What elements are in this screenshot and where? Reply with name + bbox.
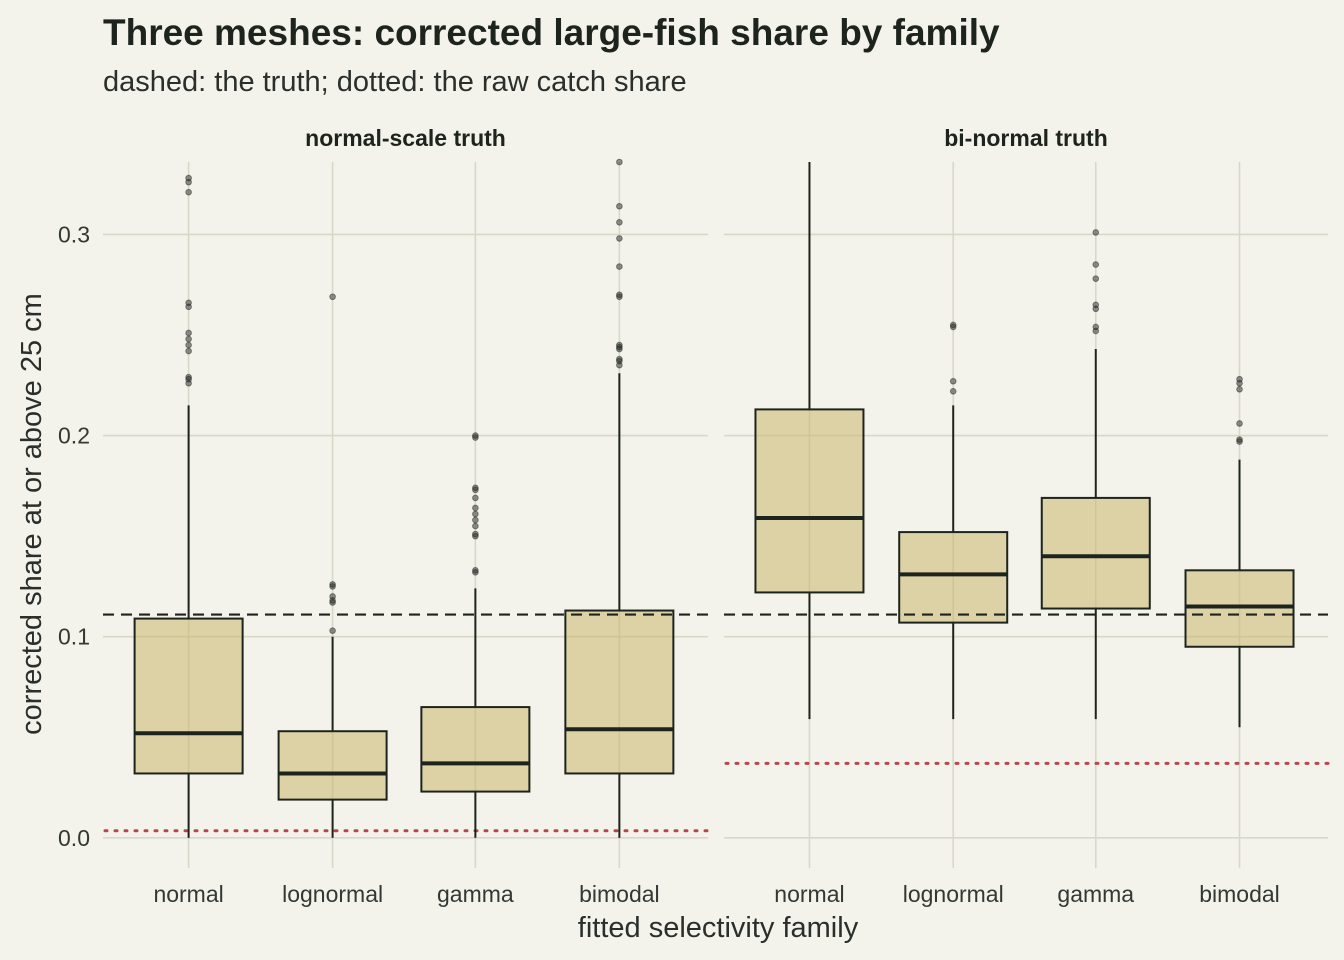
facet-panel-1: normal-scale truth normal lognormal gamma bi… [103, 125, 710, 907]
outlier-point [472, 567, 479, 574]
y-axis-title: corrected share at or above 25 cm [16, 293, 48, 735]
outlier-point [329, 581, 336, 588]
plot-area: 0.0 0.1 0.2 0.3 normal-scale truth normal logn… [58, 125, 1330, 907]
outlier-point [185, 188, 192, 196]
outlier-point [949, 321, 957, 329]
outlier-point [1092, 275, 1100, 282]
outlier-point [1092, 229, 1100, 236]
outlier-point [472, 494, 479, 502]
outlier-point [616, 202, 623, 210]
iqr-box [277, 730, 388, 801]
x-tick-label: normal [774, 881, 844, 907]
outlier-point [329, 593, 336, 600]
iqr-box [1184, 569, 1295, 648]
outlier-point [472, 504, 479, 512]
y-tick-label: 0.1 [58, 624, 90, 650]
outlier-point [1092, 301, 1100, 309]
x-axis-title: fitted selectivity family [578, 912, 859, 944]
facet-panel-2: bi-normal truth normal lognormal gamma bimod… [724, 125, 1330, 907]
outlier-point [329, 627, 336, 634]
outlier-point [949, 377, 957, 385]
outlier-point [329, 293, 336, 301]
chart-title: Three meshes: corrected large-fish share… [103, 12, 1000, 53]
facet-title: bi-normal truth [944, 125, 1108, 151]
y-tick-label: 0.3 [58, 221, 90, 247]
box-gamma [1040, 229, 1151, 720]
outlier-point [1236, 375, 1243, 383]
outlier-point [616, 263, 623, 270]
chart-subtitle: dashed: the truth; dotted: the raw catch… [103, 66, 687, 98]
x-tick-label: bimodal [579, 881, 660, 907]
iqr-box [898, 531, 1009, 624]
outlier-point [472, 432, 479, 439]
outlier-point [472, 516, 479, 524]
outlier-point [1236, 385, 1243, 393]
outlier-point [185, 299, 192, 307]
box-normal [133, 174, 244, 838]
outlier-point [185, 329, 192, 337]
iqr-box [754, 408, 865, 594]
x-tick-label: lognormal [282, 881, 383, 907]
box-bimodal [564, 158, 675, 838]
outlier-point [616, 341, 623, 349]
outlier-point [472, 484, 479, 492]
outlier-point [185, 373, 192, 381]
box-bimodal [1184, 375, 1295, 728]
outlier-point [616, 235, 623, 242]
x-tick-label: gamma [1057, 881, 1134, 907]
outlier-point [949, 387, 957, 395]
y-tick-label: 0.0 [58, 825, 90, 851]
outlier-point [1236, 436, 1243, 443]
outlier-point [472, 510, 479, 518]
box-normal [754, 162, 865, 720]
outlier-point [1092, 323, 1100, 331]
x-tick-label: lognormal [903, 881, 1004, 907]
y-tick-label: 0.2 [58, 423, 90, 449]
outlier-point [185, 174, 192, 182]
outlier-point [185, 335, 192, 343]
box-lognormal [277, 293, 388, 838]
outlier-point [616, 219, 623, 226]
x-tick-label: bimodal [1199, 881, 1280, 907]
outlier-point [185, 347, 192, 355]
iqr-box [1040, 496, 1151, 610]
outlier-point [472, 522, 479, 530]
iqr-box [133, 617, 244, 775]
outlier-point [616, 355, 623, 363]
outlier-point [1236, 420, 1243, 427]
x-tick-label: gamma [437, 881, 514, 907]
outlier-point [472, 530, 479, 538]
outlier-point [616, 291, 623, 299]
box-gamma [420, 432, 531, 838]
outlier-point [1092, 261, 1100, 268]
outlier-point [616, 158, 623, 166]
x-tick-label: normal [153, 881, 223, 907]
iqr-box [420, 706, 531, 793]
facet-title: normal-scale truth [305, 125, 506, 151]
outlier-point [185, 341, 192, 349]
box-lognormal [898, 321, 1009, 720]
iqr-box [564, 609, 675, 775]
